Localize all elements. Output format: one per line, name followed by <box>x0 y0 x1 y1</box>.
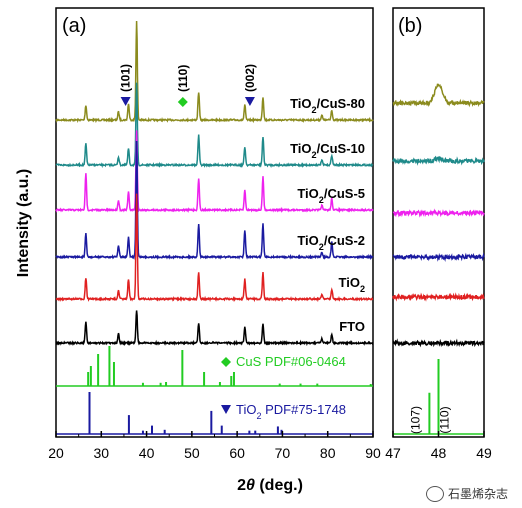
x-tick-label-b-1: 48 <box>431 445 447 461</box>
x-tick-label-a-0: 20 <box>48 445 64 461</box>
x-tick-label-a-1: 30 <box>93 445 109 461</box>
y-axis-label: Intensity (a.u.) <box>15 169 32 277</box>
ref-label-1: TiO2 PDF#75-1748 <box>236 402 346 421</box>
panel-b-series-3 <box>392 252 485 262</box>
x-tick-label-a-7: 90 <box>365 445 381 461</box>
series-line-1 <box>55 82 374 169</box>
ref-label-0: CuS PDF#06-0464 <box>236 354 346 369</box>
series-line-4 <box>55 193 374 303</box>
annotation-diamond-1 <box>177 97 188 107</box>
series-label-0: TiO2/CuS-80 <box>290 96 365 115</box>
panel-b-label: (b) <box>398 15 422 37</box>
x-tick-label-a-5: 70 <box>275 445 291 461</box>
series-label-5: FTO <box>339 319 365 334</box>
panel-b-series-0 <box>392 83 485 108</box>
series-line-0 <box>55 20 374 124</box>
x-tick-label-a-2: 40 <box>139 445 155 461</box>
panel-b-series-1 <box>392 155 485 166</box>
x-tick-label-b-2: 49 <box>476 445 492 461</box>
watermark-text: 石墨烯杂志 <box>447 487 508 501</box>
annotation-label-0: (101) <box>119 64 133 92</box>
series-label-1: TiO2/CuS-10 <box>290 141 365 160</box>
panel-b-ref-label-0: (107) <box>408 406 422 434</box>
x-tick-label-a-6: 80 <box>320 445 336 461</box>
panel-a-frame <box>55 7 374 438</box>
ref-marker-0 <box>221 357 231 367</box>
annotation-triangle-2 <box>244 97 255 106</box>
panel-b-ref-label-1: (110) <box>438 406 452 433</box>
wechat-icon <box>425 485 444 502</box>
panel-b-series-5 <box>392 338 485 348</box>
x-tick-label-b-0: 47 <box>385 445 401 461</box>
watermark: 石墨烯杂志 <box>425 485 508 502</box>
series-label-2: TiO2/CuS-5 <box>297 186 365 205</box>
panel-a-label: (a) <box>62 15 86 37</box>
series-line-2 <box>55 130 374 214</box>
series-label-4: TiO2 <box>339 275 366 294</box>
series-line-3 <box>55 140 374 261</box>
annotation-label-1: (110) <box>176 65 190 92</box>
series-label-3: TiO2/CuS-2 <box>297 233 365 252</box>
annotation-triangle-0 <box>120 97 131 106</box>
annotation-label-2: (002) <box>243 64 257 92</box>
x-tick-label-a-3: 50 <box>184 445 200 461</box>
panel-b-series-4 <box>392 292 485 302</box>
x-tick-label-a-4: 60 <box>229 445 245 461</box>
ref-marker-1 <box>221 405 231 414</box>
series-line-5 <box>55 310 374 347</box>
x-axis-label: 2θ (deg.) <box>237 477 303 494</box>
panel-b-series-2 <box>392 208 485 218</box>
